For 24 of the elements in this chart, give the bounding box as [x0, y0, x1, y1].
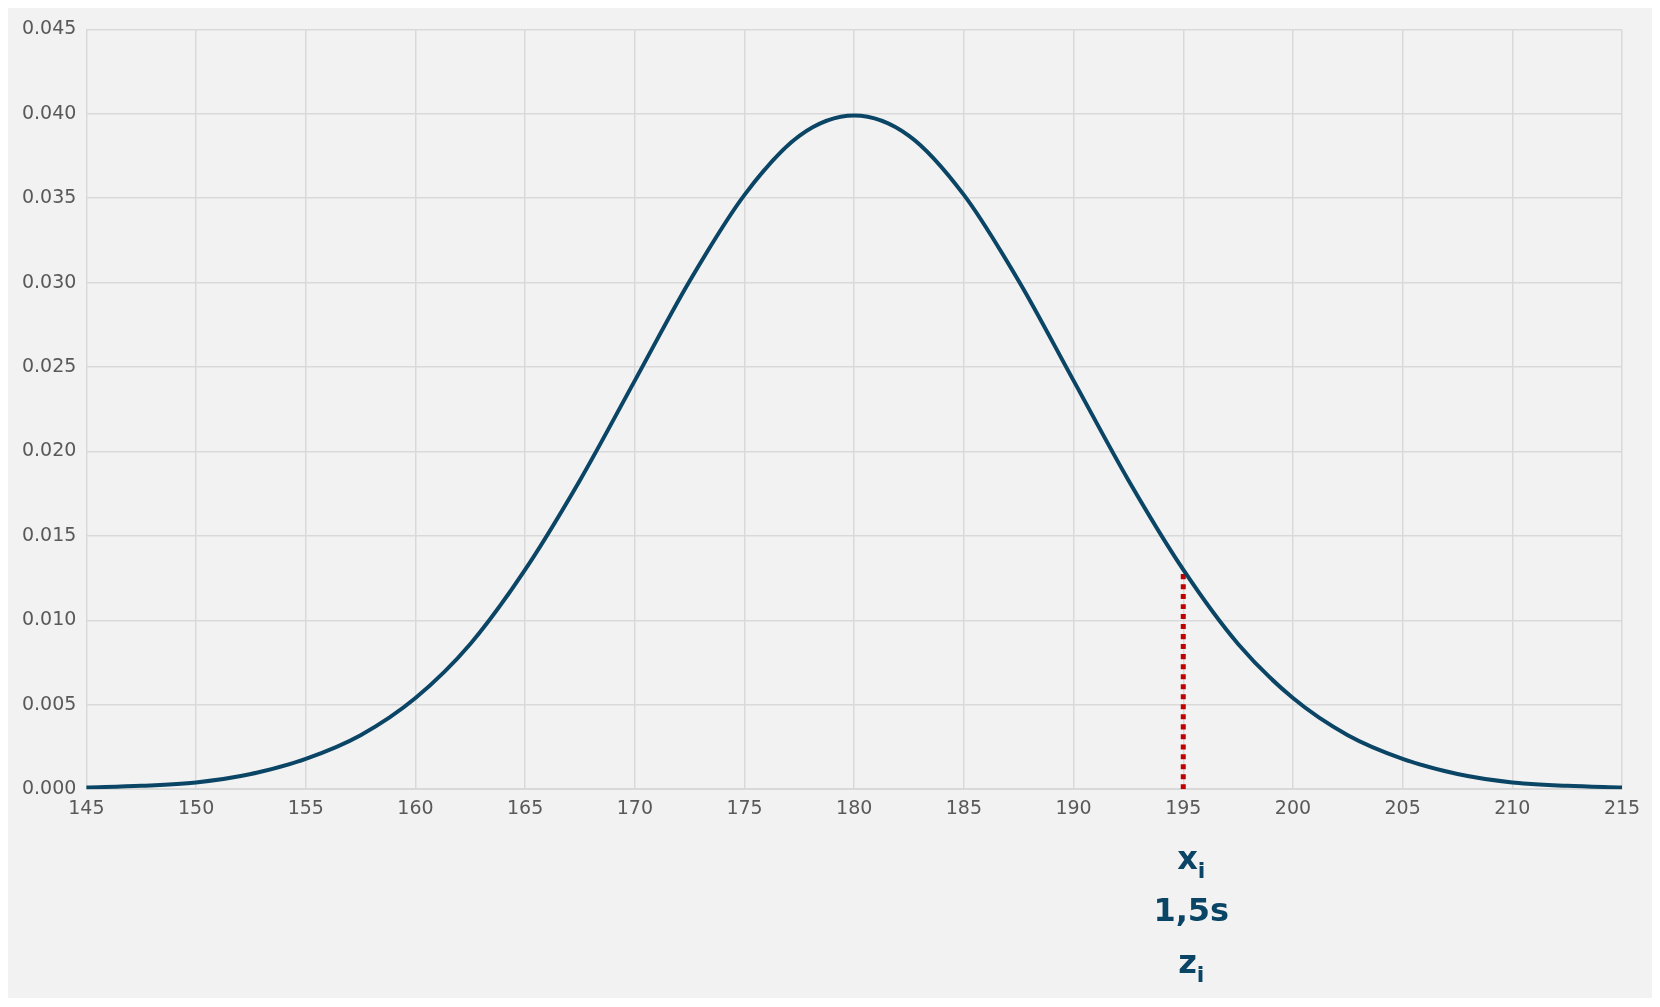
x-tick-label: 195	[1165, 795, 1202, 818]
y-tick-label: 0.045	[21, 16, 77, 39]
x-tick-label: 205	[1384, 795, 1421, 818]
y-tick-label: 0.040	[21, 100, 77, 123]
y-tick-label: 0.030	[21, 269, 77, 292]
y-tick-label: 0.010	[21, 607, 77, 630]
y-tick-label: 0.035	[21, 185, 77, 208]
y-tick-label: 0.020	[21, 438, 77, 461]
y-tick-label: 0.025	[21, 354, 77, 377]
x-tick-label: 210	[1494, 795, 1531, 818]
x-tick-label: 215	[1603, 795, 1641, 818]
x-tick-label: 155	[287, 795, 324, 818]
x-tick-label: 175	[726, 795, 763, 818]
x-tick-label: 180	[836, 795, 873, 818]
x-tick-label: 165	[507, 795, 544, 818]
y-tick-label: 0.005	[21, 691, 77, 714]
x-tick-label: 190	[1055, 795, 1092, 818]
x-tick-label: 150	[177, 795, 215, 818]
text: 1,5s	[1153, 891, 1230, 930]
y-tick-label: 0.015	[21, 522, 77, 545]
x-tick-label: 160	[397, 795, 434, 818]
x-tick-label: 185	[945, 795, 983, 818]
x-tick-label: 200	[1274, 795, 1312, 818]
x-tick-label: 170	[616, 795, 653, 818]
